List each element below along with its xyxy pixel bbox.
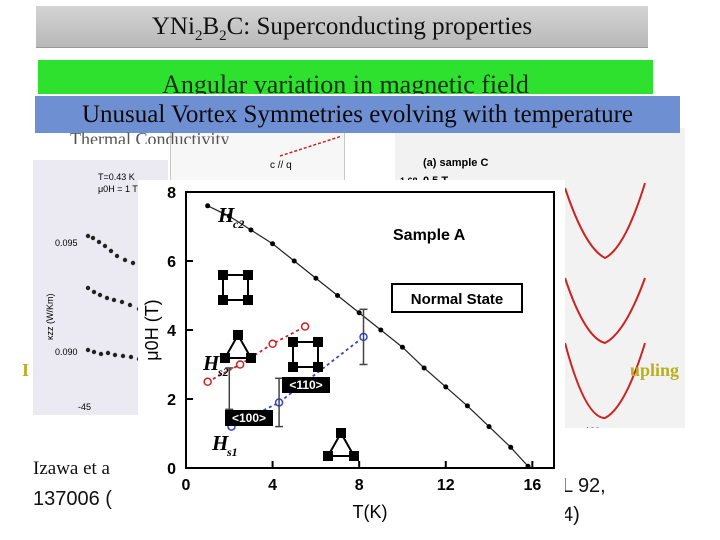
left-note-1: T=0.43 K [98, 172, 135, 182]
y-tick-label-2: 4 [167, 323, 176, 340]
label-100-bg [225, 410, 273, 426]
has-sub: s2 [217, 365, 229, 379]
left-partial-text: I [22, 360, 30, 380]
point-hc2-9 [399, 344, 405, 350]
x-tick-label-2: 8 [355, 477, 364, 494]
point-has-3 [300, 322, 310, 331]
title-sub-1: 2 [194, 28, 203, 44]
hc2-sub: c2 [233, 217, 244, 231]
series [203, 203, 531, 469]
curve-red-2 [564, 277, 646, 345]
x-axis-label: T(K) [353, 502, 388, 522]
triangle-lattice-icon-2 [323, 428, 359, 461]
point-hc2-11 [443, 384, 449, 390]
left-dots [85, 233, 144, 362]
square-lattice-icon-2 [288, 337, 323, 372]
has-label: H [202, 351, 220, 375]
x-tick-label-4: 16 [523, 477, 541, 494]
label-100: <100> [232, 411, 266, 425]
left-tick-3: -45 [78, 402, 91, 412]
green-banner: Angular variation in magnetic field [38, 60, 653, 94]
point-hc2-7 [356, 310, 362, 316]
left-tick-2: 0.090 [55, 347, 78, 357]
axes: 0 4 8 12 16 0 2 4 6 8 T(K) μ0H (T) [142, 185, 555, 522]
mid-red-line [279, 135, 343, 157]
point-hc2-0 [205, 203, 211, 209]
label-110: <110> [289, 378, 322, 392]
series-line-has [207, 325, 306, 383]
hs1-label: H [211, 431, 229, 455]
left-note-2: μ0H = 1 T [98, 184, 138, 194]
title-sub-2: 2 [219, 28, 227, 44]
point-hc2-2 [248, 227, 254, 233]
curve-red-1 [564, 182, 646, 260]
point-has-2 [268, 339, 277, 349]
point-hc2-15 [525, 463, 531, 469]
y-tick-label-4: 8 [167, 185, 176, 202]
y-tick-label-3: 6 [167, 254, 176, 271]
triangle-lattice-icon-1 [220, 330, 256, 363]
point-has-0 [203, 377, 212, 386]
point-hc2-4 [291, 258, 297, 264]
normal-state-box [391, 283, 523, 313]
y-tick-label-1: 2 [167, 392, 176, 409]
right-label: (a) sample C [423, 157, 488, 169]
sample-a-label: Sample A [393, 227, 466, 244]
reference-right-line1: L 92, [562, 475, 606, 497]
x-tick-label-1: 4 [268, 477, 277, 494]
normal-state-label: Normal State [411, 291, 504, 308]
point-hc2-14 [508, 444, 514, 450]
point-has-1 [235, 360, 245, 369]
thermal-label: Thermal Conductivity [70, 130, 230, 144]
point-hc2-13 [486, 424, 492, 430]
title-text-1: YNi [151, 13, 195, 40]
left-ylabel: κzz (W/Km) [45, 294, 55, 341]
blue-banner: Unusual Vortex Symmetries evolving with … [35, 96, 680, 133]
square-lattice-icon-1 [218, 270, 253, 305]
point-hc2-1 [226, 213, 232, 219]
reference-left-line2: 137006 ( [33, 488, 112, 510]
reference-right-line2: 4) [562, 504, 580, 526]
left-tick-1: 0.095 [55, 238, 78, 248]
decorations: H c2 H s2 H s1 [202, 203, 523, 461]
point-hc2-5 [313, 275, 319, 281]
hc2-label: H [217, 203, 235, 227]
curve-red-3 [564, 342, 646, 420]
point-hc2-3 [270, 241, 276, 247]
series-line-hc2 [207, 205, 529, 467]
point-hc2-6 [335, 293, 341, 298]
slide-title: YNi2B2C: Superconducting properties [36, 6, 648, 48]
reference-left-line1: Izawa et a [33, 458, 110, 479]
point-hc2-8 [378, 327, 384, 333]
phase-diagram: 0 4 8 12 16 0 2 4 6 8 T(K) μ0H (T) H c2 H s2 H s1 [138, 180, 565, 533]
mid-background-figure: c // q [169, 127, 346, 189]
title-text-3: C: Superconducting properties [226, 13, 533, 40]
right-partial-text: upling [630, 360, 680, 380]
mid-cq: c // q [270, 160, 292, 171]
y-axis-label: μ0H (T) [142, 299, 162, 360]
hs1-sub: s1 [226, 445, 238, 459]
green-banner-text: Angular variation in magnetic field [162, 70, 529, 94]
point-hc2-10 [421, 365, 427, 371]
y-tick-label-0: 0 [167, 461, 176, 478]
x-tick-label-0: 0 [182, 477, 191, 494]
x-tick-label-3: 12 [437, 477, 455, 494]
blue-banner-text: Unusual Vortex Symmetries evolving with … [81, 101, 634, 128]
phase-diagram-svg: 0 4 8 12 16 0 2 4 6 8 T(K) μ0H (T) H c2 H s2 H s1 [142, 185, 555, 522]
point-hc2-12 [464, 403, 470, 409]
label-110-bg [282, 377, 330, 393]
right-value-100: 100 [585, 426, 600, 428]
title-text-2: B [202, 13, 220, 40]
